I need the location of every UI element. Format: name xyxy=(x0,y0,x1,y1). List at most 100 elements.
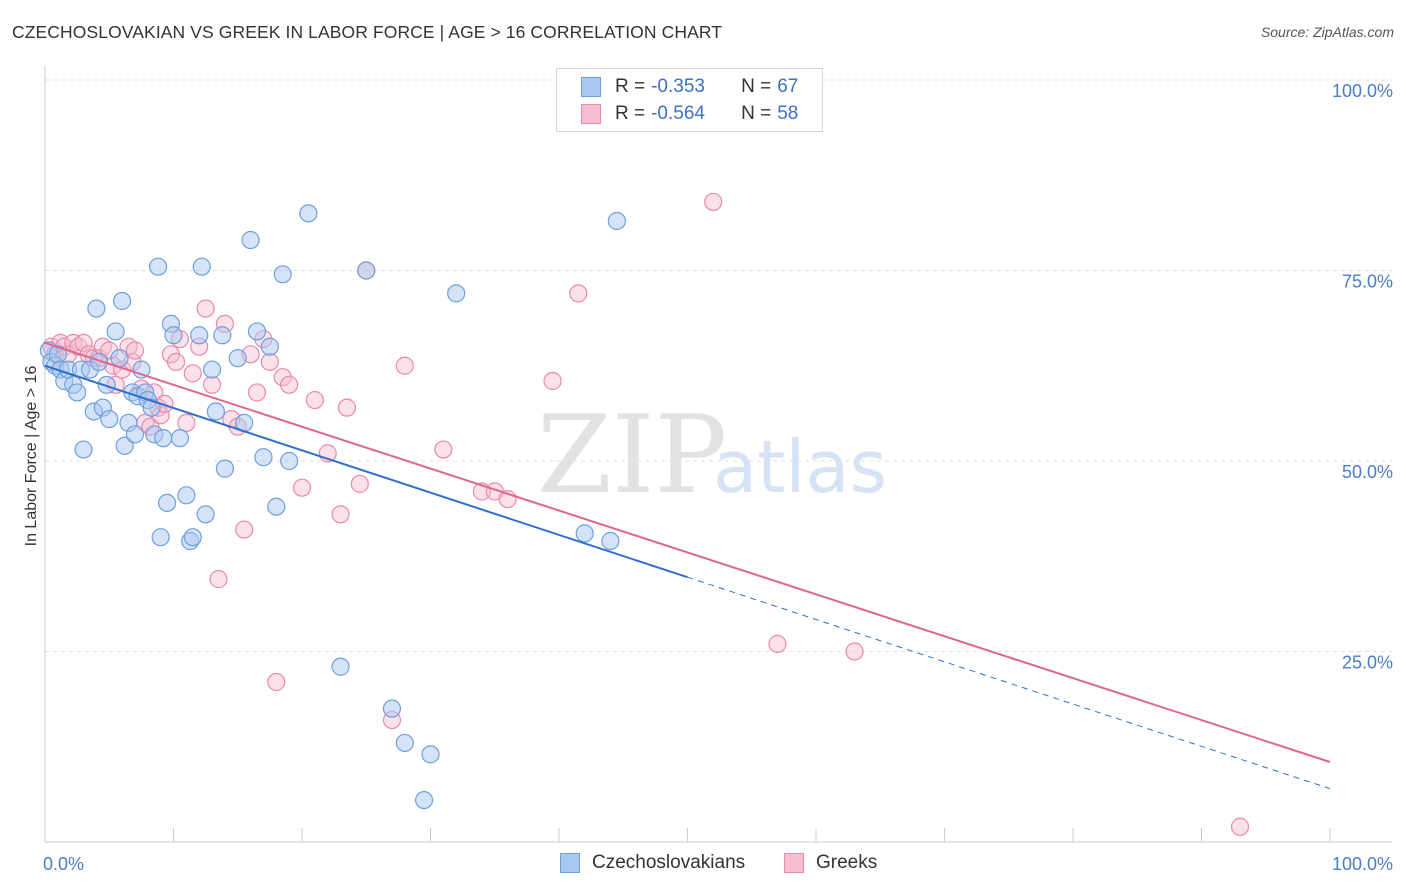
legend-row-greek: R = -0.564 N = 58 xyxy=(581,102,798,126)
greek-point xyxy=(543,371,562,391)
trend-lines xyxy=(44,341,1331,790)
czech-point xyxy=(447,284,466,303)
greek-point xyxy=(768,634,787,653)
y-tick-label: 100.0% xyxy=(1332,81,1393,101)
czech-point xyxy=(215,459,234,478)
legend-n-value: 67 xyxy=(777,76,799,97)
czech-point xyxy=(177,486,196,505)
czech-point xyxy=(607,211,626,231)
czech-point xyxy=(202,360,222,379)
greek-point xyxy=(166,352,186,372)
czech-point xyxy=(151,528,170,547)
czech-point xyxy=(148,257,168,276)
czech-point xyxy=(125,425,145,444)
czech-point xyxy=(183,528,202,547)
czech-point xyxy=(142,398,161,417)
greek-point xyxy=(845,642,864,661)
czech-point xyxy=(241,230,260,250)
czech-point xyxy=(254,448,273,467)
czech-point xyxy=(110,349,129,368)
legend-r-value: -0.353 xyxy=(651,76,705,97)
greek-point xyxy=(267,672,286,692)
czech-point xyxy=(213,326,232,345)
czech-point xyxy=(196,505,215,524)
y-tick-label: 75.0% xyxy=(1342,272,1393,292)
greek-point xyxy=(260,352,279,372)
czech-point xyxy=(89,352,109,372)
greek-point xyxy=(196,299,215,318)
chart-title: CZECHOSLOVAKIAN VS GREEK IN LABOR FORCE … xyxy=(12,22,723,42)
czech-point xyxy=(154,429,173,448)
czech-point xyxy=(106,322,125,341)
czech-point xyxy=(414,790,434,810)
czech-point xyxy=(267,497,286,516)
y-tick-label: 50.0% xyxy=(1342,462,1393,482)
czech-point xyxy=(382,699,402,718)
x-tick-label: 100.0% xyxy=(1332,854,1393,874)
czech-point xyxy=(273,265,292,284)
czech-point xyxy=(170,429,190,448)
greek-point xyxy=(704,192,723,212)
watermark-atlas: atlas xyxy=(713,425,887,509)
legend-row-czech: R = -0.353 N = 67 xyxy=(581,75,798,99)
czech-point xyxy=(157,493,177,513)
czech-point xyxy=(421,745,440,764)
czech-point xyxy=(395,733,414,753)
legend-item-label: Czechoslovakians xyxy=(592,852,746,873)
watermark-zip: ZIP xyxy=(537,393,727,518)
czech-point xyxy=(280,451,299,471)
czech-point xyxy=(331,657,350,676)
czech-point xyxy=(206,402,226,421)
greek-swatch xyxy=(784,853,804,873)
czech-point xyxy=(190,326,209,345)
greek-trend-line xyxy=(44,341,1331,763)
czech-point xyxy=(260,337,279,356)
legend-item-label: Greeks xyxy=(816,852,878,873)
greek-point xyxy=(305,390,324,410)
tick-labels: 25.0% 50.0% 75.0% 100.0% 0.0% 100.0% xyxy=(43,81,1393,874)
czech-point xyxy=(115,436,134,455)
greek-point xyxy=(292,478,312,497)
czech-swatch xyxy=(581,77,601,97)
czech-point xyxy=(68,383,87,402)
greek-point xyxy=(177,413,196,432)
legend-r-value: -0.564 xyxy=(651,103,705,124)
y-axis-label: In Labor Force | Age > 16 xyxy=(23,366,40,547)
czech-point xyxy=(97,375,116,394)
greek-point xyxy=(74,333,93,352)
czech-point xyxy=(357,261,376,280)
greek-point xyxy=(395,356,414,375)
greek-point xyxy=(1230,817,1250,836)
source-label: Source: ZipAtlas.com xyxy=(1260,24,1394,40)
greek-point xyxy=(235,520,254,539)
czech-trend-line xyxy=(44,364,688,579)
greek-point xyxy=(273,368,292,387)
czech-point xyxy=(74,440,93,459)
czech-point xyxy=(247,322,267,341)
greek-point xyxy=(183,364,202,383)
czech-point xyxy=(601,531,620,551)
greek-point xyxy=(434,440,453,459)
czech-point xyxy=(228,349,247,368)
gridlines xyxy=(45,79,1392,652)
greek-point xyxy=(202,375,222,394)
greek-swatch xyxy=(581,104,601,124)
legend-item-czechoslovakians[interactable]: Czechoslovakians xyxy=(560,852,745,874)
greek-point xyxy=(331,505,350,524)
greek-point xyxy=(247,383,267,402)
axes xyxy=(44,66,1392,843)
series-legend: Czechoslovakians Greeks xyxy=(0,852,1406,876)
czech-trend-extension xyxy=(687,576,1331,790)
correlation-legend: R = -0.353 N = 67 R = -0.564 N = 58 xyxy=(556,68,823,132)
czech-point xyxy=(112,291,132,311)
czech-point xyxy=(192,257,211,276)
czech-point xyxy=(100,409,119,429)
czech-swatch xyxy=(560,853,580,873)
czech-point xyxy=(575,524,594,543)
czech-point xyxy=(87,299,106,318)
legend-n-label: N = xyxy=(741,76,772,97)
greek-point xyxy=(125,341,145,360)
legend-item-greeks[interactable]: Greeks xyxy=(784,852,877,874)
legend-r-label: R = xyxy=(615,76,646,97)
